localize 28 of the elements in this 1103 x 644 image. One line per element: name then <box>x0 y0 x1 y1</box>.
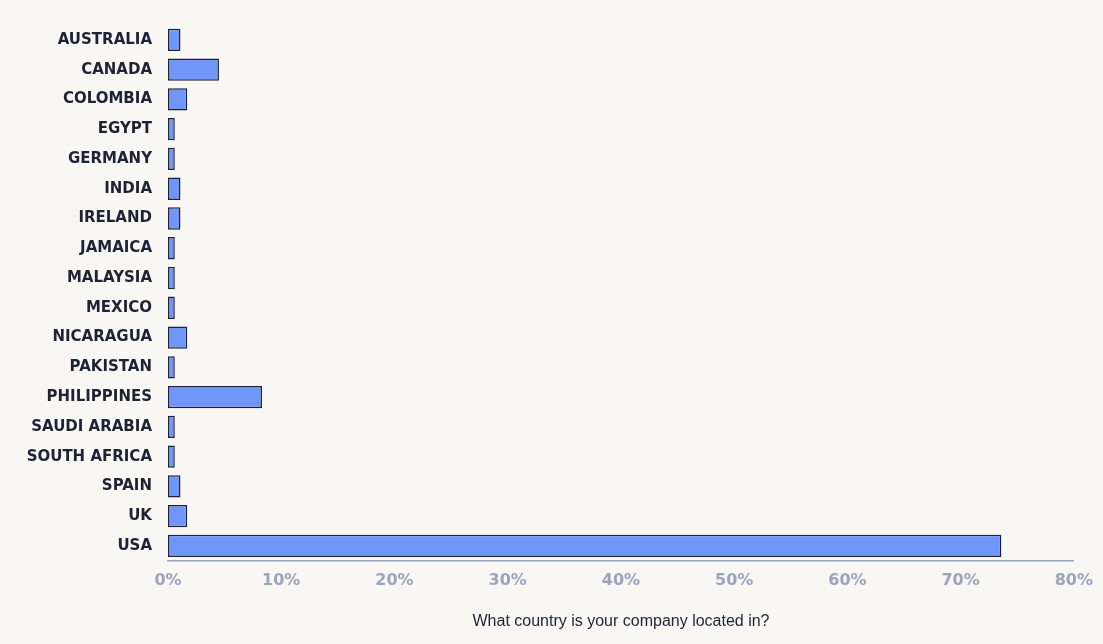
y-tick-label: COLOMBIA <box>62 89 153 108</box>
y-tick-label: UK <box>128 506 154 525</box>
x-tick-label: 60% <box>828 569 867 589</box>
y-tick-label: PHILIPPINES <box>46 386 152 405</box>
y-tick-label: PAKISTAN <box>69 357 152 376</box>
y-tick-label: GERMANY <box>67 148 154 167</box>
x-tick-label: 10% <box>262 569 301 589</box>
x-tick-label: 50% <box>715 569 754 589</box>
y-tick-label: SOUTH AFRICA <box>26 446 153 465</box>
x-tick-label: 70% <box>941 569 980 589</box>
y-tick-label: SPAIN <box>101 476 152 495</box>
y-tick-label: EGYPT <box>97 119 153 138</box>
y-tick-label: MALAYSIA <box>66 267 153 286</box>
y-tick-label: JAMAICA <box>79 238 153 257</box>
y-tick-label: AUSTRALIA <box>57 29 153 48</box>
x-axis-title: What country is your company located in? <box>471 612 771 630</box>
y-tick-label: IRELAND <box>78 208 152 227</box>
x-tick-label: 0% <box>154 569 182 589</box>
y-tick-label: INDIA <box>104 178 153 197</box>
y-tick-label: NICARAGUA <box>52 327 153 346</box>
x-tick-label: 30% <box>488 569 527 589</box>
y-tick-label: USA <box>117 535 153 554</box>
x-tick-label: 40% <box>601 569 641 589</box>
y-tick-label: SAUDI ARABIA <box>31 416 153 435</box>
y-tick-label: CANADA <box>81 59 153 78</box>
x-tick-label: 80% <box>1054 569 1093 589</box>
x-tick-label: 20% <box>375 569 414 589</box>
y-tick-label: MEXICO <box>85 297 152 316</box>
